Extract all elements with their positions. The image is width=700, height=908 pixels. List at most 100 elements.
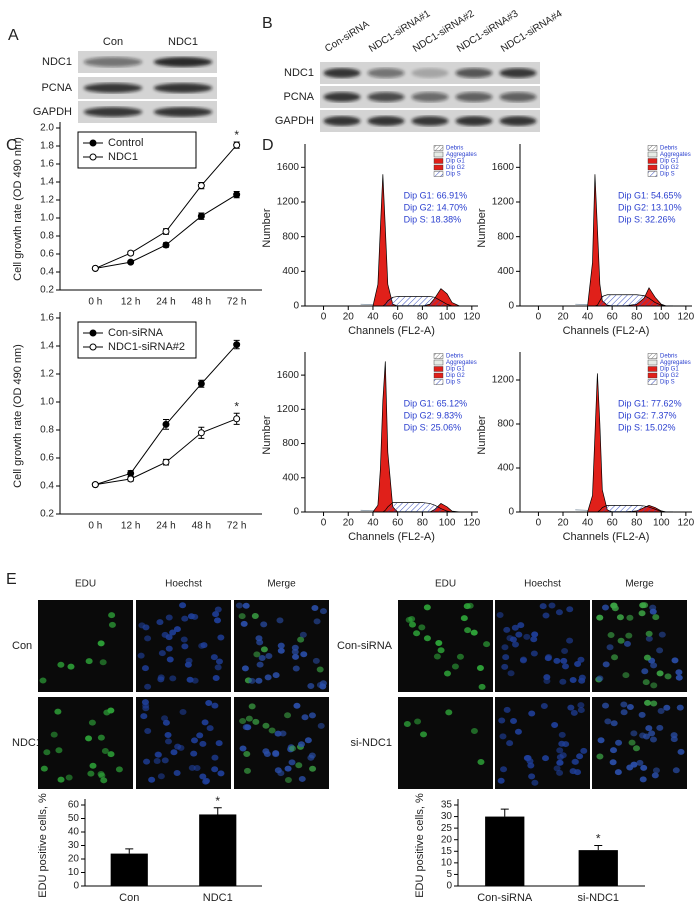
cell [274, 730, 282, 737]
y-tick-label: 0.4 [40, 267, 54, 278]
cell [501, 644, 509, 651]
x-tick-label: 12 h [121, 521, 140, 532]
legend-label: NDC1-siRNA#2 [108, 341, 185, 353]
x-axis-label: Channels (FL2-A) [563, 325, 650, 337]
cell [543, 678, 551, 685]
cell [530, 650, 538, 657]
series-area [575, 294, 674, 307]
cell [602, 661, 610, 668]
legend-swatch [647, 171, 658, 177]
cell [460, 615, 468, 622]
cell [215, 740, 223, 747]
series-area [575, 505, 674, 513]
legend-swatch [433, 145, 444, 151]
cell [144, 635, 152, 642]
y-tick-label: 10 [441, 857, 453, 868]
cell [657, 708, 665, 715]
cell [272, 750, 280, 757]
legend-swatch [433, 379, 444, 385]
legend-label: Aggregates [660, 360, 691, 366]
cell [156, 619, 164, 626]
y-tick-label: 1.6 [40, 159, 54, 170]
legend-marker [89, 343, 97, 351]
cell [181, 615, 189, 622]
bar [110, 853, 148, 886]
y-tick-label: 0.2 [40, 285, 54, 296]
micrograph [592, 697, 687, 789]
legend-swatch [647, 145, 658, 151]
error-bar [125, 848, 134, 854]
cell [517, 622, 525, 629]
cell [141, 665, 149, 672]
x-tick-label: 100 [439, 312, 456, 323]
legend-label: NDC1 [108, 151, 138, 163]
error-bar [213, 807, 222, 815]
cell [497, 777, 505, 784]
cell [523, 633, 531, 640]
cell [201, 719, 209, 726]
cell [641, 668, 649, 675]
cell [57, 661, 65, 668]
legend-swatch [647, 359, 658, 366]
cell [256, 639, 264, 646]
y-tick-label: 0.8 [40, 231, 54, 242]
cell [501, 663, 509, 670]
legend-swatch [433, 366, 444, 372]
cell [542, 755, 550, 762]
cell [288, 759, 296, 766]
cell [663, 704, 671, 711]
cell [514, 728, 522, 735]
cell [641, 602, 649, 609]
cell [675, 669, 683, 676]
marker [162, 458, 170, 466]
cell [643, 654, 651, 661]
y-tick-label: 40 [68, 827, 80, 838]
y-tick-label: 1.4 [40, 341, 54, 352]
legend-marker [89, 153, 97, 161]
cell [301, 714, 309, 721]
legend-label: Dip G1 [660, 159, 679, 165]
y-axis-label: Number [261, 208, 273, 247]
cell [284, 765, 292, 772]
row-label: NDC1 [12, 737, 42, 749]
cell [601, 604, 609, 611]
cell [639, 776, 647, 783]
cell [292, 665, 300, 672]
annotation: Dip S: 32.26% [618, 214, 676, 224]
y-tick-label: 1600 [277, 162, 300, 173]
cell [284, 712, 292, 719]
cell [297, 636, 305, 643]
cell [308, 752, 316, 759]
cell [650, 662, 658, 669]
cell [500, 766, 508, 773]
annotation: * [234, 399, 239, 413]
cell [638, 711, 646, 718]
x-tick-label: 60 [607, 312, 619, 323]
series-area [360, 296, 460, 307]
cell [559, 678, 567, 685]
cell [548, 602, 556, 609]
cell [97, 640, 105, 647]
x-tick-label: NDC1 [203, 892, 233, 904]
panel-label: E [6, 571, 17, 588]
y-tick-label: 25 [441, 823, 453, 834]
x-tick-label: 120 [678, 312, 695, 323]
cell [251, 612, 259, 619]
cell [239, 745, 247, 752]
cell [556, 754, 564, 761]
legend-swatch [647, 372, 658, 379]
cell [596, 614, 604, 621]
cell [523, 754, 531, 761]
cell [656, 647, 664, 654]
cell [574, 661, 582, 668]
band [411, 68, 449, 78]
cell [470, 727, 478, 734]
cell [274, 767, 282, 774]
cell [560, 657, 568, 664]
band [83, 57, 143, 67]
x-tick-label: 80 [417, 312, 429, 323]
cell [169, 629, 177, 636]
legend-swatch [647, 151, 658, 158]
cell [530, 636, 538, 643]
legend-label: Dip S [660, 380, 675, 386]
